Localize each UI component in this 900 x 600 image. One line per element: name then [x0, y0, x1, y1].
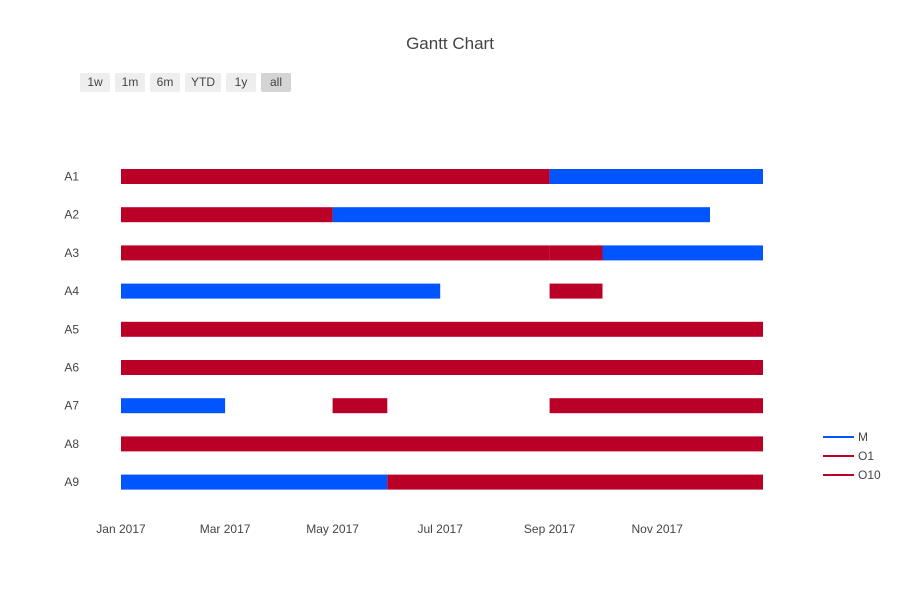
bar-a7-m-11[interactable] — [121, 398, 226, 414]
bar-a9-o1-16[interactable] — [387, 474, 763, 490]
bar-a4-m-7[interactable] — [121, 283, 441, 299]
y-tick-label-a6: A6 — [64, 361, 79, 375]
y-tick-label-a1: A1 — [64, 170, 79, 184]
x-tick-label-1: Mar 2017 — [200, 522, 251, 536]
range-button-1w[interactable]: 1w — [80, 73, 110, 92]
y-tick-label-a8: A8 — [64, 437, 79, 451]
legend-swatch-o10 — [823, 474, 854, 476]
bar-a3-o1-4[interactable] — [121, 245, 550, 261]
y-tick-label-a9: A9 — [64, 475, 79, 489]
y-tick-label-a3: A3 — [64, 246, 79, 260]
bar-a6-o1-10[interactable] — [121, 360, 763, 375]
x-axis-labels: Jan 2017 Mar 2017 May 2017 Jul 2017 Sep 2017… — [96, 522, 683, 536]
bar-a9-m-15[interactable] — [121, 474, 388, 490]
bar-a3-m-6[interactable] — [602, 245, 764, 261]
bar-a3-o10-5[interactable] — [549, 245, 603, 261]
y-tick-label-a5: A5 — [64, 322, 79, 336]
range-button-ytd[interactable]: YTD — [185, 73, 221, 92]
x-tick-label-0: Jan 2017 — [96, 522, 146, 536]
range-button-all[interactable]: all — [261, 73, 291, 92]
bar-a1-m-1[interactable] — [549, 169, 763, 184]
legend-swatch-o1 — [823, 455, 854, 457]
y-tick-label-a2: A2 — [64, 208, 79, 222]
bar-a8-o1-14[interactable] — [121, 436, 763, 452]
legend-item-o10[interactable]: O10 — [822, 466, 892, 485]
legend-label-o1: O1 — [858, 449, 875, 463]
chart-title: Gantt Chart — [406, 34, 494, 53]
x-tick-label-4: Sep 2017 — [524, 522, 576, 536]
legend-label-m: M — [858, 430, 868, 444]
bars-layer — [121, 169, 763, 490]
legend-item-o1[interactable]: O1 — [822, 447, 892, 466]
bar-a1-o1-0[interactable] — [121, 169, 550, 184]
range-button-1y[interactable]: 1y — [226, 73, 256, 92]
x-tick-label-5: Nov 2017 — [632, 522, 684, 536]
x-tick-label-2: May 2017 — [306, 522, 359, 536]
legend-item-m[interactable]: M — [822, 428, 892, 447]
range-button-1m[interactable]: 1m — [115, 73, 145, 92]
y-axis-labels: A1 A2 A3 A4 A5 A6 A7 A8 A9 — [64, 170, 79, 490]
bar-a7-o1-13[interactable] — [549, 398, 763, 414]
range-button-6m[interactable]: 6m — [150, 73, 180, 92]
legend-label-o10: O10 — [858, 468, 881, 482]
y-tick-label-a7: A7 — [64, 399, 79, 413]
x-tick-label-3: Jul 2017 — [418, 522, 464, 536]
y-tick-label-a4: A4 — [64, 284, 79, 298]
bar-a2-m-3[interactable] — [332, 207, 710, 223]
legend-swatch-m — [823, 436, 854, 438]
bar-a4-o1-8[interactable] — [549, 283, 603, 299]
bar-a2-o1-2[interactable] — [121, 207, 333, 223]
bar-a5-o1-9[interactable] — [121, 321, 763, 337]
bar-a7-o1-12[interactable] — [332, 398, 388, 414]
